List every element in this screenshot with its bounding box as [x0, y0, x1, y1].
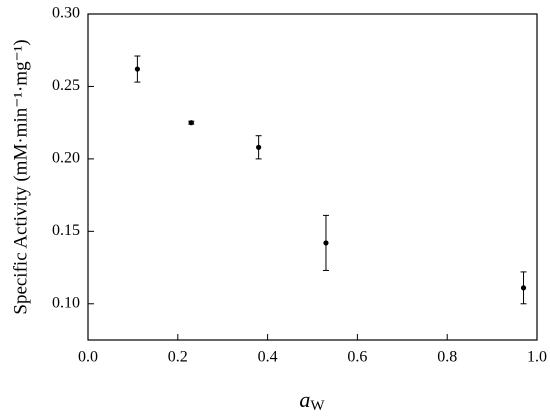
point — [134, 66, 140, 72]
y-axis-title: Specific Activity (mM·min⁻¹·mg⁻¹) — [10, 39, 31, 314]
x-tick-label: 0.8 — [437, 349, 457, 366]
y-tick-label: 0.10 — [52, 294, 80, 311]
x-tick-label: 0.4 — [258, 349, 278, 366]
point — [520, 285, 527, 291]
x-tick-label: 0.0 — [78, 349, 98, 366]
y-tick-label: 0.20 — [52, 150, 80, 167]
x-tick-label: 1.0 — [527, 349, 547, 366]
x-axis-symbol: a — [299, 387, 310, 412]
plot-frame — [87, 13, 538, 341]
x-tick-label: 0.6 — [347, 349, 367, 366]
point — [256, 144, 262, 150]
point — [323, 240, 329, 246]
x-axis-subscript: W — [310, 398, 325, 414]
y-tick-label: 0.30 — [52, 5, 80, 22]
y-tick-label: 0.15 — [52, 222, 80, 239]
point — [188, 120, 194, 126]
x-axis-title: aW — [299, 387, 325, 414]
y-tick-label: 0.25 — [52, 77, 80, 94]
x-tick-label: 0.2 — [168, 349, 188, 366]
